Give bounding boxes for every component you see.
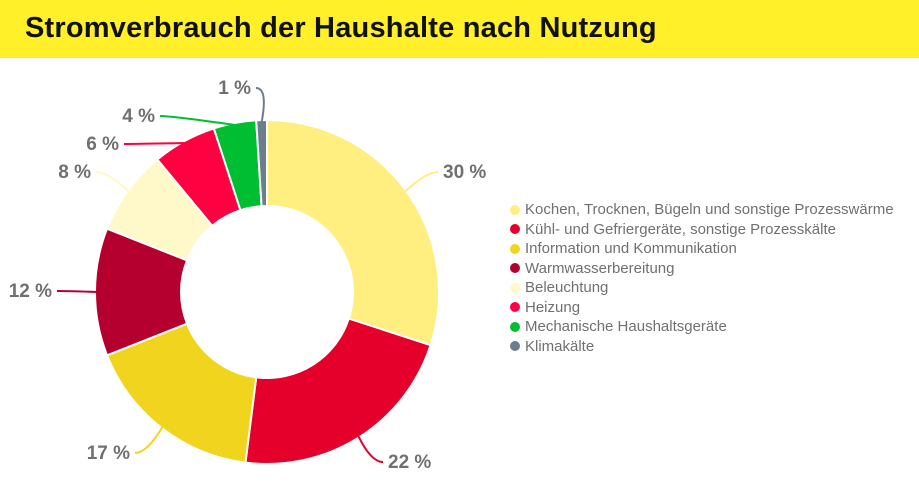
legend: Kochen, Trocknen, Bügeln und sonstige Pr… — [510, 200, 894, 356]
legend-item: Warmwasserbereitung — [510, 259, 894, 279]
legend-marker — [510, 341, 520, 352]
legend-label: Kochen, Trocknen, Bügeln und sonstige Pr… — [525, 201, 894, 219]
leader-line — [56, 290, 98, 293]
legend-item: Kühl- und Gefriergeräte, sonstige Prozes… — [510, 220, 894, 240]
legend-marker — [510, 263, 520, 274]
data-label: 1 % — [218, 78, 251, 99]
legend-label: Klimakälte — [525, 337, 595, 355]
legend-marker — [510, 282, 520, 293]
leader-line — [159, 115, 236, 127]
data-label: 17 % — [87, 443, 130, 464]
donut-slice — [244, 317, 432, 465]
donut-slice — [255, 118, 268, 208]
leader-line — [134, 425, 164, 454]
legend-marker — [510, 224, 520, 235]
data-label: 8 % — [58, 162, 91, 183]
leader-line — [95, 171, 131, 193]
legend-label: Heizung — [525, 298, 581, 316]
legend-item: Beleuchtung — [510, 278, 894, 298]
leader-line — [123, 142, 186, 145]
legend-marker — [510, 321, 520, 332]
data-label: 22 % — [388, 452, 431, 473]
leader-line — [255, 87, 265, 123]
leader-line — [357, 435, 384, 463]
data-label: 12 % — [9, 281, 52, 302]
title-bar: Stromverbrauch der Haushalte nach Nutzun… — [0, 0, 919, 58]
leader-line — [403, 171, 439, 193]
data-label: 30 % — [443, 162, 486, 183]
legend-marker — [510, 243, 520, 254]
data-label: 4 % — [122, 106, 155, 127]
legend-label: Kühl- und Gefriergeräte, sonstige Prozes… — [525, 220, 836, 238]
legend-item: Mechanische Haushaltsgeräte — [510, 317, 894, 337]
donut-slice — [105, 322, 258, 464]
legend-marker — [510, 204, 520, 215]
legend-item: Kochen, Trocknen, Bügeln und sonstige Pr… — [510, 200, 894, 220]
legend-label: Mechanische Haushaltsgeräte — [525, 318, 727, 336]
data-label: 6 % — [86, 134, 119, 155]
donut-chart: 30 % 22 % 17 % 12 % 8 % 6 %4 % 1 % — [9, 78, 487, 473]
donut-slice — [266, 118, 440, 347]
legend-marker — [510, 302, 520, 313]
legend-label: Information und Kommunikation — [525, 240, 737, 258]
legend-label: Warmwasserbereitung — [525, 259, 675, 277]
legend-item: Heizung — [510, 298, 894, 318]
legend-item: Klimakälte — [510, 337, 894, 357]
legend-label: Beleuchtung — [525, 279, 609, 297]
legend-item: Information und Kommunikation — [510, 239, 894, 259]
chart-title: Stromverbrauch der Haushalte nach Nutzun… — [25, 12, 657, 44]
